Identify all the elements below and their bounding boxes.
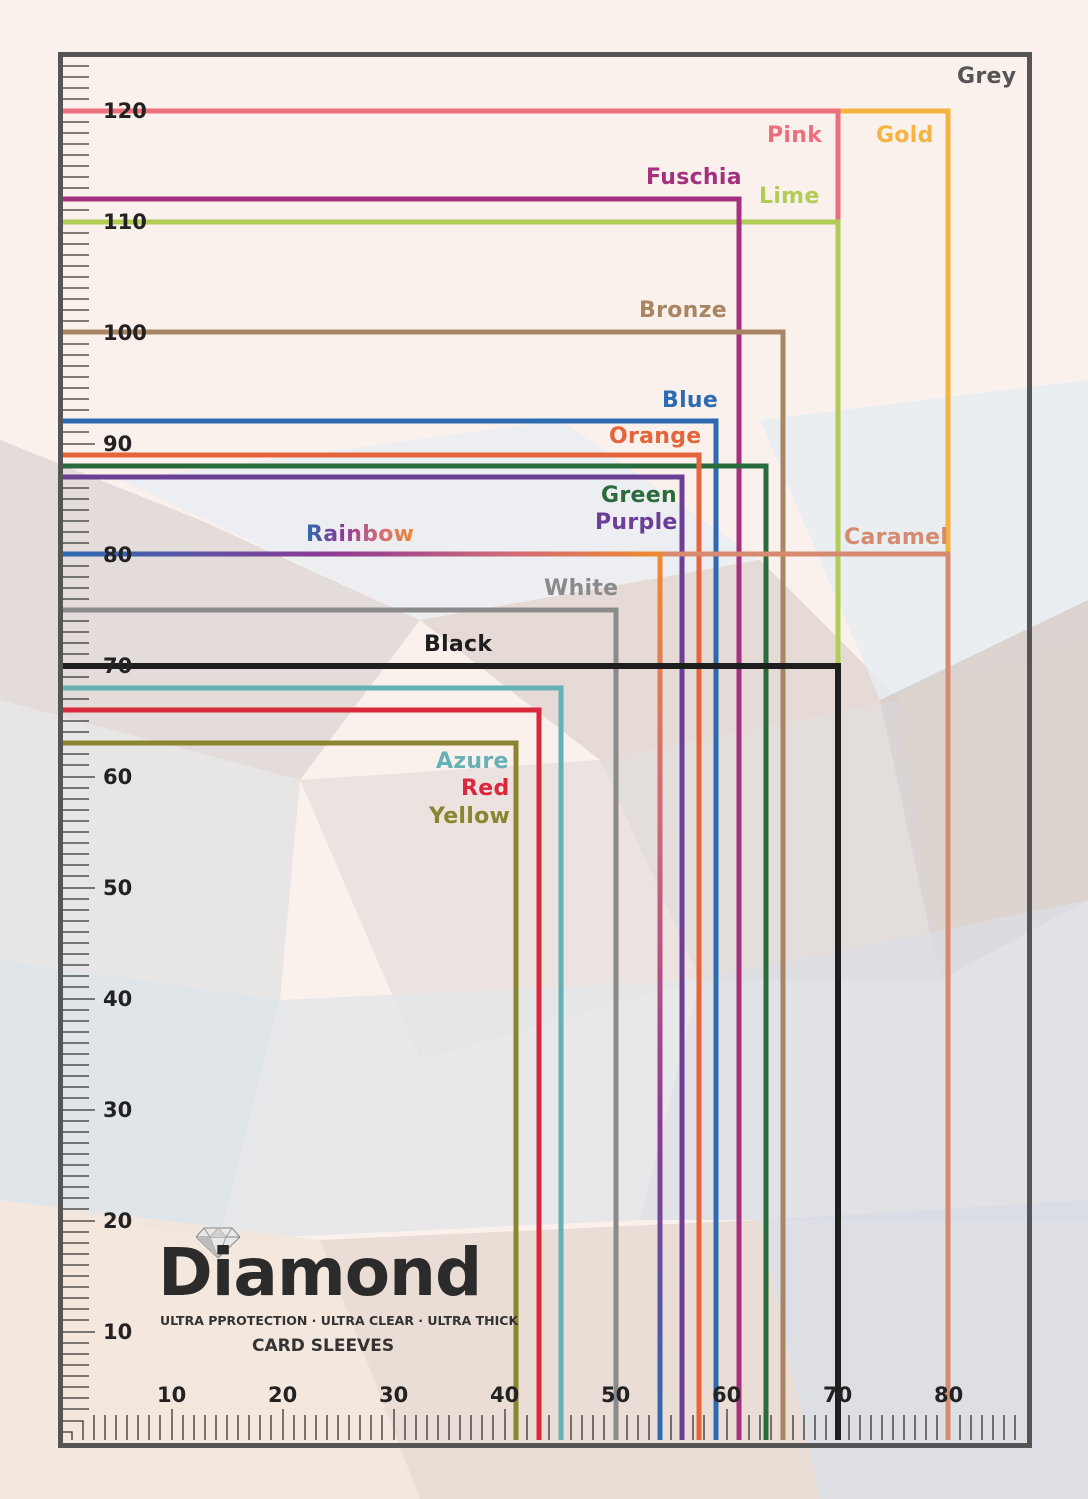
green-outline — [63, 463, 769, 1440]
lime-outline — [63, 219, 841, 666]
x-tick-10: 10 — [157, 1383, 187, 1407]
x-tick-20: 20 — [268, 1383, 298, 1407]
label-bronze: Bronze — [639, 298, 727, 323]
label-gold: Gold — [876, 123, 934, 148]
black-outline — [63, 663, 841, 1440]
label-yellow: Yellow — [429, 804, 511, 829]
y-ruler-ticks — [63, 65, 95, 1410]
y-tick-90: 90 — [103, 432, 133, 456]
y-tick-70: 70 — [103, 654, 133, 678]
x-tick-80: 80 — [934, 1383, 964, 1407]
y-tick-40: 40 — [103, 987, 133, 1011]
bronze-outline — [63, 329, 786, 1440]
yellow-outline — [63, 740, 519, 1440]
caramel-outline — [660, 551, 951, 1440]
label-red: Red — [461, 776, 510, 801]
label-rainbow: Rainbow — [306, 522, 415, 547]
logo-subtitle: CARD SLEEVES — [252, 1336, 395, 1356]
chart-frame — [58, 52, 1032, 1448]
logo-title: Diamond — [158, 1234, 482, 1311]
label-white: White — [544, 576, 619, 601]
label-orange: Orange — [609, 424, 702, 449]
y-tick-60: 60 — [103, 765, 133, 789]
label-purple: Purple — [595, 510, 678, 535]
label-black: Black — [424, 632, 493, 657]
purple-outline — [63, 474, 685, 1440]
label-pink: Pink — [767, 123, 823, 148]
y-tick-100: 100 — [103, 321, 147, 345]
red-outline — [63, 707, 542, 1440]
diamond-gem-icon — [196, 1227, 240, 1258]
gold-outline — [838, 108, 951, 1440]
y-tick-120: 120 — [103, 99, 147, 123]
x-tick-70: 70 — [823, 1383, 853, 1407]
x-tick-40: 40 — [490, 1383, 520, 1407]
x-tick-60: 60 — [712, 1383, 742, 1407]
label-blue: Blue — [662, 388, 719, 413]
fuschia-outline — [63, 196, 742, 1440]
y-tick-50: 50 — [103, 876, 133, 900]
x-tick-30: 30 — [379, 1383, 409, 1407]
y-tick-10: 10 — [103, 1320, 133, 1344]
orange-outline — [63, 452, 702, 1440]
pink-outline — [63, 108, 841, 222]
y-tick-80: 80 — [103, 543, 133, 567]
label-fuschia: Fuschia — [646, 165, 742, 190]
white-outline — [63, 607, 619, 1440]
label-grey: Grey — [957, 64, 1017, 89]
label-caramel: Caramel — [844, 525, 949, 550]
y-tick-20: 20 — [103, 1209, 133, 1233]
azure-outline — [63, 685, 564, 1440]
blue-outline — [63, 418, 719, 1440]
label-green: Green — [601, 483, 677, 508]
x-tick-50: 50 — [601, 1383, 631, 1407]
label-azure: Azure — [436, 749, 509, 774]
logo-tagline: ULTRA PPROTECTION · ULTRA CLEAR · ULTRA … — [160, 1313, 519, 1328]
label-lime: Lime — [759, 184, 820, 209]
y-tick-30: 30 — [103, 1098, 133, 1122]
y-tick-110: 110 — [103, 210, 147, 234]
